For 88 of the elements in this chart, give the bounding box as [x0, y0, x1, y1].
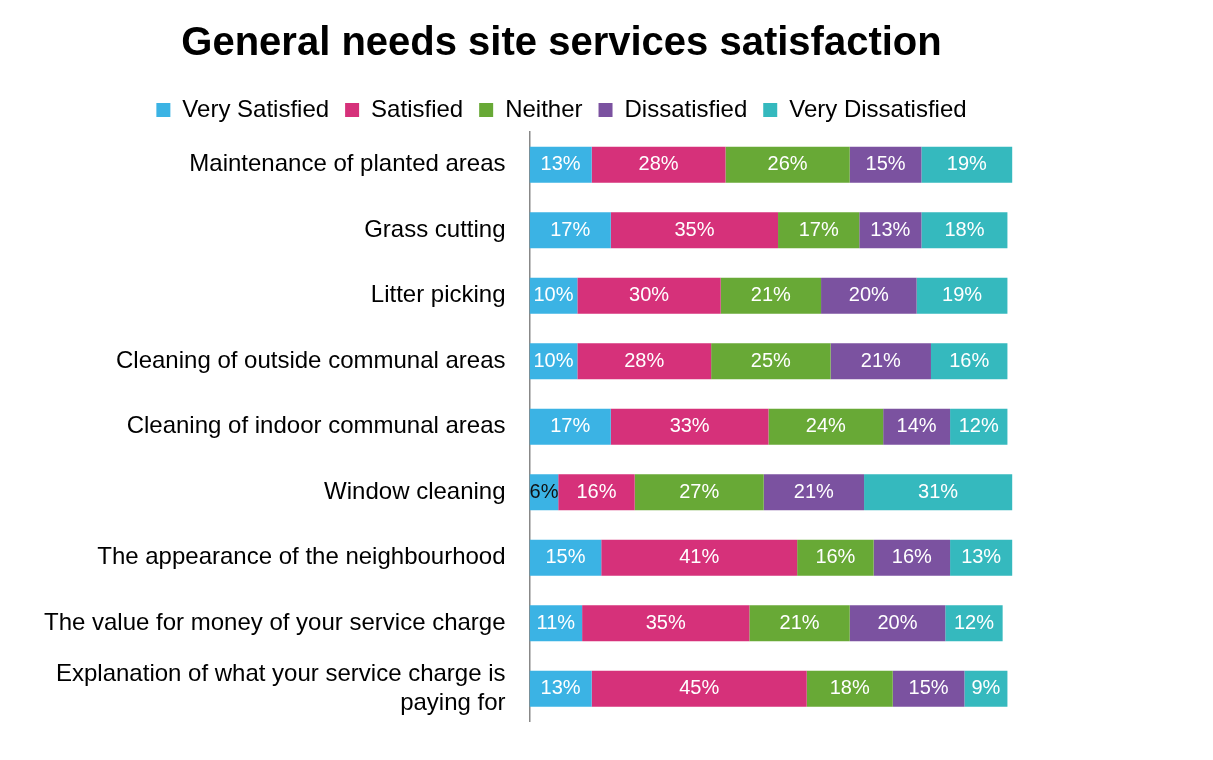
bar — [582, 605, 750, 642]
data-label: 21% — [860, 348, 902, 371]
data-label: 25% — [750, 348, 792, 371]
bar — [558, 474, 635, 511]
bar — [921, 212, 1008, 249]
bar — [591, 146, 726, 183]
data-label: 30% — [629, 283, 670, 306]
data-label: 10% — [533, 348, 574, 371]
data-label: 18% — [944, 217, 985, 240]
data-label: 41% — [679, 545, 720, 568]
data-label: 21% — [750, 283, 792, 306]
legend-label: Very Dissatisfied — [789, 94, 967, 122]
bar — [725, 146, 850, 183]
data-label: 31% — [918, 479, 959, 502]
y-tick-label: Cleaning of outside communal areas — [115, 345, 506, 373]
bar — [720, 277, 822, 314]
y-tick-label: The appearance of the neighbourhood — [97, 542, 506, 570]
bar — [634, 474, 764, 511]
data-label: 6% — [529, 479, 559, 502]
y-tick-label: Window cleaning — [324, 476, 506, 504]
bar — [601, 539, 798, 576]
data-label: 19% — [946, 152, 988, 175]
data-label: 27% — [679, 479, 720, 502]
data-label: 21% — [793, 479, 835, 502]
bar — [577, 277, 721, 314]
data-label: 13% — [540, 152, 581, 175]
bar — [610, 408, 769, 445]
bar — [577, 343, 712, 380]
data-label: 15% — [865, 152, 906, 175]
bar — [711, 343, 831, 380]
data-label: 15% — [545, 545, 586, 568]
data-label: 35% — [645, 610, 686, 633]
bar — [830, 343, 931, 380]
bar — [849, 605, 946, 642]
data-label: 12% — [958, 414, 999, 437]
data-label: 28% — [624, 348, 665, 371]
bar — [806, 670, 893, 707]
data-label: 9% — [971, 676, 1001, 699]
data-label: 16% — [576, 479, 617, 502]
data-label: 19% — [942, 283, 983, 306]
data-label: 45% — [679, 676, 720, 699]
data-label: 13% — [961, 545, 1002, 568]
data-label: 33% — [669, 414, 710, 437]
bar — [921, 146, 1013, 183]
bar — [749, 605, 850, 642]
data-label: 11% — [536, 610, 576, 633]
data-label: 10% — [533, 283, 574, 306]
bar — [916, 277, 1008, 314]
bar — [864, 474, 1013, 511]
y-tick-label: Explanation of what your service charge is paying for — [55, 659, 506, 715]
bar — [529, 212, 611, 249]
bar — [591, 670, 807, 707]
data-label: 20% — [877, 610, 918, 633]
bar — [763, 474, 865, 511]
bar — [610, 212, 779, 249]
y-tick-label: The value for money of your service charge — [43, 607, 506, 635]
y-tick-label: Cleaning of indoor communal areas — [126, 411, 506, 439]
data-label: 24% — [805, 414, 847, 437]
data-label: 13% — [870, 217, 911, 240]
data-label: 13% — [540, 676, 581, 699]
data-label: 12% — [953, 610, 995, 633]
y-tick-label: Grass cutting — [364, 214, 506, 242]
legend-label: Very Satisfied — [182, 94, 330, 122]
data-label: 17% — [550, 414, 591, 437]
bar — [778, 212, 860, 249]
data-label: 21% — [779, 610, 820, 633]
data-label: 16% — [891, 545, 933, 568]
legend-label: Neither — [505, 94, 583, 122]
bar — [529, 408, 611, 445]
data-label: 35% — [674, 217, 715, 240]
legend-label: Dissatisfied — [624, 94, 748, 122]
data-label: 18% — [829, 676, 870, 699]
data-label: 14% — [896, 414, 937, 437]
data-label: 17% — [550, 217, 591, 240]
data-label: 26% — [767, 152, 808, 175]
bar — [768, 408, 884, 445]
bar — [821, 277, 917, 314]
data-label: 28% — [638, 152, 679, 175]
y-tick-label: Maintenance of planted areas — [189, 149, 506, 177]
chart-title: General needs site services satisfaction — [181, 19, 942, 64]
data-label: 15% — [908, 676, 949, 699]
bar — [797, 539, 874, 576]
legend-label: Satisfied — [371, 94, 464, 122]
data-label: 17% — [798, 217, 839, 240]
data-label: 16% — [815, 545, 856, 568]
y-tick-label: Litter picking — [370, 280, 506, 308]
data-label: 20% — [848, 283, 890, 306]
data-label: 16% — [949, 348, 990, 371]
